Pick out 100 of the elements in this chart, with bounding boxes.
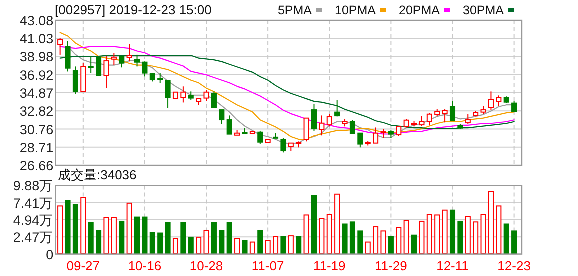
bar [196, 236, 202, 254]
candlestick [350, 120, 356, 134]
y-tick-label: 28.71 [20, 140, 54, 156]
bar [488, 191, 494, 254]
y-tick-label: 30.76 [20, 122, 54, 138]
bar [442, 210, 448, 254]
candlestick [165, 80, 171, 109]
bar [419, 220, 425, 254]
y-tick-label: 7.41万 [13, 196, 54, 211]
y-tick-label: 43.08 [20, 14, 54, 28]
bar [365, 242, 371, 254]
candlestick [280, 138, 286, 154]
bar [72, 204, 78, 254]
bar [234, 238, 240, 254]
candlestick [142, 61, 148, 78]
candlestick [58, 38, 64, 56]
bar [211, 222, 217, 254]
candlestick [496, 95, 502, 107]
y-tick-label: 4.94万 [13, 213, 54, 228]
chart-title: 成交量:34036 [58, 168, 137, 183]
bar [280, 236, 286, 254]
candlestick [119, 56, 125, 68]
bar [158, 232, 164, 254]
candlestick [158, 72, 164, 84]
bar [404, 220, 410, 254]
candlestick [72, 66, 78, 94]
bar [296, 236, 302, 254]
candlestick [88, 56, 94, 74]
y-tick-label: 26.66 [20, 158, 54, 174]
bar [165, 222, 171, 254]
candlestick [396, 126, 402, 137]
candlestick [334, 99, 340, 118]
x-tick-label: 12-11 [436, 258, 469, 274]
x-tick-label: 11-29 [375, 258, 408, 274]
bar [512, 230, 518, 254]
candlestick [204, 90, 210, 102]
candlestick [211, 91, 217, 108]
x-tick-label: 10-28 [190, 258, 224, 274]
candlestick [219, 110, 225, 124]
bar [258, 230, 264, 254]
line-series [60, 32, 515, 140]
candlestick [180, 86, 186, 104]
candlestick [319, 115, 325, 136]
candlestick [126, 44, 132, 62]
bar [311, 195, 318, 254]
bar [426, 214, 432, 254]
bar [396, 227, 402, 254]
y-tick-label: 2.47万 [13, 230, 54, 246]
bar [288, 236, 294, 254]
bar [134, 216, 140, 254]
bar [96, 230, 102, 254]
bar [496, 206, 502, 254]
candlestick [419, 116, 425, 127]
candlestick [258, 130, 264, 145]
bar [358, 230, 364, 254]
candlestick [442, 108, 448, 124]
bar [242, 240, 248, 254]
x-tick-label: 11-19 [313, 258, 346, 274]
bar [80, 197, 86, 254]
bar [204, 230, 210, 254]
candlestick [96, 56, 102, 76]
bar [350, 222, 356, 254]
bar [273, 236, 279, 254]
bar [434, 214, 440, 254]
chart-title: [002957] 2019-12-23 15:00 [55, 2, 212, 18]
candlestick [512, 100, 518, 113]
bar [104, 218, 110, 254]
candlestick [111, 52, 117, 66]
legend-label: 5PMA [278, 4, 313, 18]
bar [126, 202, 132, 254]
y-tick-label: 0 [46, 247, 54, 262]
bar [458, 220, 464, 254]
bar [58, 206, 64, 254]
x-tick-label: 12-23 [498, 258, 531, 274]
candlestick [358, 132, 364, 148]
candlestick [450, 100, 456, 122]
y-tick-label: 38.98 [20, 50, 54, 65]
x-tick-label: 10-16 [128, 258, 162, 274]
bar [373, 226, 379, 254]
candlestick [226, 115, 232, 135]
bar [142, 216, 148, 254]
candlestick [488, 91, 494, 111]
bar [342, 224, 348, 254]
candlestick [311, 104, 318, 132]
bar [172, 238, 179, 254]
candlestick [465, 114, 471, 125]
candlestick [426, 112, 432, 126]
y-tick-label: 36.92 [20, 68, 54, 83]
x-tick-label: 11-07 [252, 258, 284, 274]
bar [334, 194, 340, 254]
bar [326, 214, 332, 254]
x-tick-label: 09-27 [66, 258, 100, 274]
bar [111, 218, 117, 254]
candlestick [104, 56, 110, 89]
bar [219, 230, 225, 254]
y-tick-label: 34.87 [20, 86, 54, 101]
y-tick-label: 41.03 [20, 32, 54, 47]
bar [226, 222, 232, 254]
candlestick [373, 127, 379, 144]
legend-label: 20PMA [399, 4, 441, 18]
